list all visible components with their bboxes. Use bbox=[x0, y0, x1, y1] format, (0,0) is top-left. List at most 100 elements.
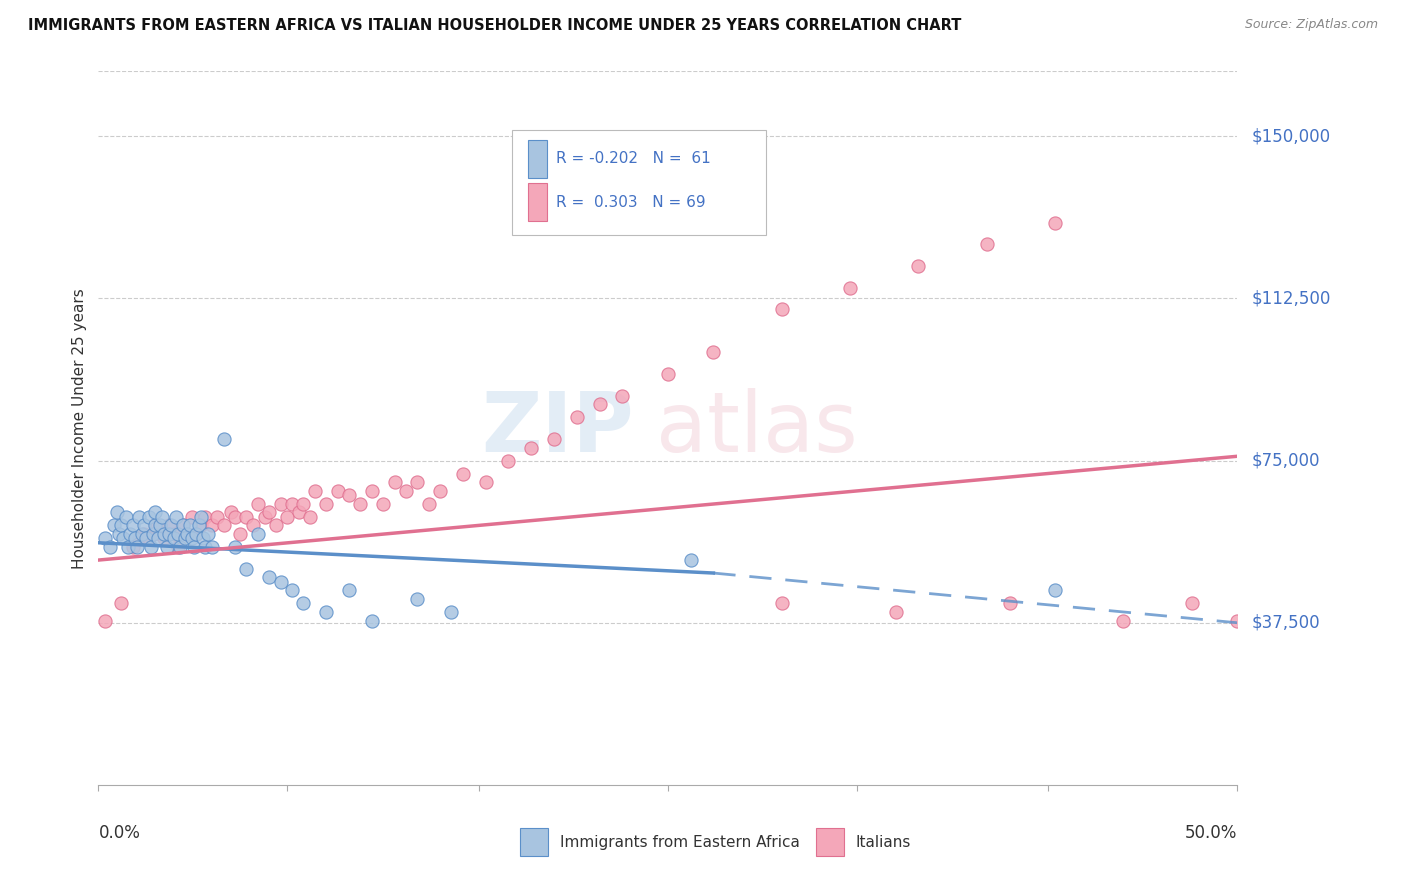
Text: R =  0.303   N = 69: R = 0.303 N = 69 bbox=[555, 194, 706, 210]
Point bbox=[145, 518, 167, 533]
FancyBboxPatch shape bbox=[815, 828, 845, 856]
Point bbox=[657, 367, 679, 381]
Text: IMMIGRANTS FROM EASTERN AFRICA VS ITALIAN HOUSEHOLDER INCOME UNDER 25 YEARS CORR: IMMIGRANTS FROM EASTERN AFRICA VS ITALIA… bbox=[28, 18, 962, 33]
Point bbox=[94, 614, 117, 628]
Point bbox=[112, 532, 135, 546]
Text: $75,000: $75,000 bbox=[1251, 451, 1320, 469]
Point bbox=[172, 518, 194, 533]
Point bbox=[157, 527, 180, 541]
Y-axis label: Householder Income Under 25 years: Householder Income Under 25 years bbox=[72, 288, 87, 568]
Point bbox=[174, 532, 197, 546]
Point bbox=[612, 389, 634, 403]
Point bbox=[679, 553, 702, 567]
Text: Source: ZipAtlas.com: Source: ZipAtlas.com bbox=[1244, 18, 1378, 31]
Point bbox=[201, 540, 224, 554]
Point bbox=[224, 509, 246, 524]
Text: ZIP: ZIP bbox=[481, 388, 634, 468]
Point bbox=[337, 488, 360, 502]
Point bbox=[281, 497, 304, 511]
Point bbox=[770, 302, 793, 317]
Text: $112,500: $112,500 bbox=[1251, 289, 1330, 308]
Point bbox=[839, 280, 862, 294]
Point bbox=[121, 518, 143, 533]
Point bbox=[186, 527, 208, 541]
Point bbox=[124, 532, 146, 546]
Text: 50.0%: 50.0% bbox=[1185, 824, 1237, 842]
Point bbox=[219, 506, 242, 520]
Point bbox=[165, 509, 187, 524]
Point bbox=[253, 509, 276, 524]
Point bbox=[770, 596, 793, 610]
Point bbox=[110, 596, 132, 610]
Point bbox=[371, 497, 394, 511]
Point bbox=[145, 506, 167, 520]
Point bbox=[228, 527, 250, 541]
Point bbox=[186, 527, 208, 541]
Text: $150,000: $150,000 bbox=[1251, 128, 1330, 145]
Point bbox=[190, 509, 212, 524]
Text: $37,500: $37,500 bbox=[1251, 614, 1320, 632]
Point bbox=[94, 532, 117, 546]
Point bbox=[270, 497, 292, 511]
Point bbox=[194, 540, 217, 554]
Point bbox=[242, 518, 264, 533]
Point bbox=[105, 506, 128, 520]
Point bbox=[194, 509, 217, 524]
Point bbox=[246, 527, 269, 541]
Point bbox=[169, 540, 191, 554]
Point bbox=[156, 540, 179, 554]
Point bbox=[98, 540, 121, 554]
Point bbox=[197, 527, 219, 541]
Point bbox=[276, 509, 298, 524]
Point bbox=[498, 453, 520, 467]
Point bbox=[162, 527, 184, 541]
Point bbox=[259, 506, 281, 520]
Point bbox=[180, 509, 202, 524]
Point bbox=[190, 518, 212, 533]
Point bbox=[588, 397, 610, 411]
Point bbox=[337, 583, 360, 598]
Point bbox=[395, 483, 418, 498]
Point bbox=[162, 532, 184, 546]
Point bbox=[114, 509, 136, 524]
Point bbox=[304, 483, 326, 498]
Point bbox=[292, 596, 315, 610]
Point bbox=[150, 509, 173, 524]
Point bbox=[474, 475, 496, 490]
Point bbox=[451, 467, 474, 481]
Point bbox=[180, 532, 202, 546]
Point bbox=[160, 518, 183, 533]
Point bbox=[183, 540, 205, 554]
Point bbox=[246, 497, 269, 511]
Point bbox=[131, 527, 153, 541]
Text: 0.0%: 0.0% bbox=[98, 824, 141, 842]
Point bbox=[998, 596, 1021, 610]
Point bbox=[132, 518, 155, 533]
Point bbox=[702, 345, 724, 359]
Point bbox=[884, 605, 907, 619]
Point bbox=[288, 506, 311, 520]
Point bbox=[315, 497, 337, 511]
Point bbox=[212, 432, 235, 446]
Point bbox=[565, 410, 588, 425]
Point bbox=[176, 527, 198, 541]
Point bbox=[179, 518, 201, 533]
Point bbox=[406, 592, 429, 607]
Point bbox=[235, 562, 257, 576]
Point bbox=[1226, 614, 1249, 628]
Point bbox=[128, 532, 150, 546]
Point bbox=[440, 605, 463, 619]
Point bbox=[139, 540, 162, 554]
Point bbox=[127, 540, 149, 554]
Point bbox=[1181, 596, 1204, 610]
Point bbox=[117, 540, 139, 554]
Point bbox=[360, 483, 382, 498]
Point bbox=[132, 527, 155, 541]
Point bbox=[149, 518, 172, 533]
Point bbox=[172, 518, 194, 533]
Point bbox=[193, 532, 215, 546]
Point bbox=[149, 527, 172, 541]
Point bbox=[167, 527, 190, 541]
Point bbox=[1112, 614, 1135, 628]
Point bbox=[153, 527, 176, 541]
